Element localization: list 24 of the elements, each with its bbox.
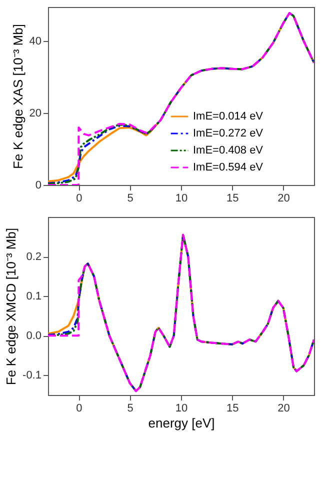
y-axis-title: Fe K edge XMCD [10⁻³ Mb] bbox=[4, 228, 19, 386]
x-tick-label: 5 bbox=[127, 192, 134, 204]
x-tick-label: 20 bbox=[278, 402, 290, 414]
x-tick-label: 15 bbox=[226, 192, 239, 204]
x-tick-label: 10 bbox=[175, 192, 188, 204]
y-axis-title: Fe K edge XAS [10⁻³ Mb] bbox=[10, 24, 26, 169]
y-tick-label: 0.0 bbox=[26, 330, 42, 342]
legend-label: ImE=0.408 eV bbox=[193, 144, 264, 156]
legend-label: ImE=0.272 eV bbox=[193, 128, 264, 140]
x-tick-label: 20 bbox=[278, 192, 290, 204]
y-tick-label: 20 bbox=[29, 108, 42, 120]
x-tick-label: 10 bbox=[175, 402, 188, 414]
x-tick-label: 5 bbox=[127, 402, 134, 414]
y-tick-label: 0.2 bbox=[26, 251, 42, 264]
x-axis-title: energy [eV] bbox=[148, 416, 215, 430]
y-tick-label: 40 bbox=[29, 36, 42, 48]
legend-label: ImE=0.594 eV bbox=[193, 162, 264, 174]
y-tick-label: 0.1 bbox=[26, 290, 42, 303]
y-tick-label: 0 bbox=[35, 180, 42, 192]
y-tick-label: -0.1 bbox=[22, 370, 42, 382]
x-tick-label: 0 bbox=[76, 192, 82, 204]
x-tick-label: 0 bbox=[76, 402, 82, 414]
legend-label: ImE=0.014 eV bbox=[193, 110, 264, 122]
x-tick-label: 15 bbox=[226, 402, 239, 414]
